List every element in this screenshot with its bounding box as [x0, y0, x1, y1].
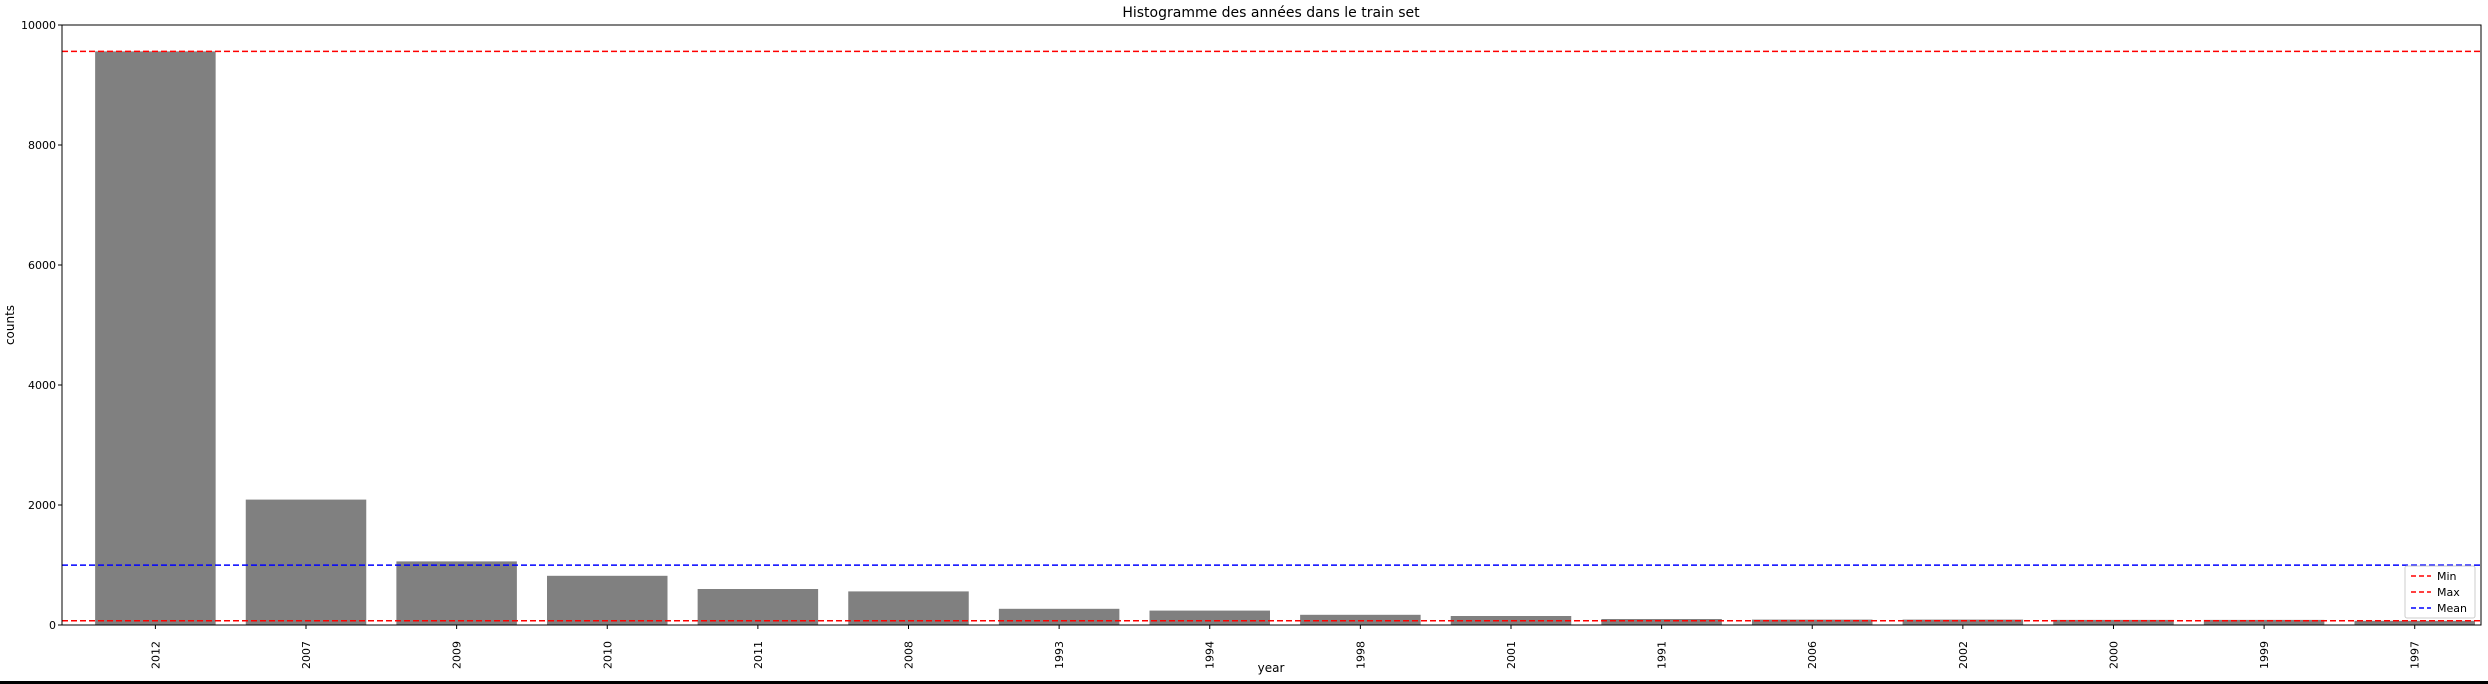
bar-2007 — [245, 499, 367, 625]
x-tick-label-2000: 2000 — [2107, 641, 2120, 669]
x-tick-label-2006: 2006 — [1806, 641, 1819, 669]
x-tick-label-1994: 1994 — [1204, 641, 1217, 669]
x-tick-label-1993: 1993 — [1053, 641, 1066, 669]
bar-1997 — [2354, 620, 2475, 625]
x-axis-label: year — [1258, 661, 1285, 675]
y-tick-label-4000: 4000 — [28, 379, 56, 392]
bar-2001 — [1450, 616, 1572, 625]
bar-1993 — [998, 608, 1120, 625]
plot-frame — [61, 24, 2482, 626]
y-axis-label: counts — [3, 305, 17, 345]
x-tick-label-2007: 2007 — [300, 641, 313, 669]
bar-2006 — [1751, 619, 1873, 625]
x-tick-label-2009: 2009 — [451, 641, 464, 669]
legend-label-min: Min — [2437, 570, 2457, 583]
bar-2008 — [848, 591, 969, 625]
x-tick-label-2002: 2002 — [1957, 641, 1970, 669]
y-tick-label-2000: 2000 — [28, 499, 56, 512]
bar-2009 — [396, 561, 517, 625]
x-tick-label-2010: 2010 — [601, 641, 614, 669]
legend: Min Max Mean — [2404, 565, 2476, 619]
legend-box — [2404, 565, 2476, 619]
y-tick-label-0: 0 — [49, 619, 56, 632]
bar-2012 — [95, 51, 216, 625]
bar-1994 — [1149, 610, 1270, 625]
legend-label-max: Max — [2437, 586, 2460, 599]
x-tick-label-2001: 2001 — [1505, 641, 1518, 669]
bar-2002 — [1902, 619, 2024, 625]
chart-title: Histogramme des années dans le train set — [1122, 5, 1420, 21]
bar-2000 — [2053, 619, 2174, 625]
bar-1991 — [1601, 619, 1722, 625]
y-tick-label-6000: 6000 — [28, 259, 56, 272]
x-tick-label-2012: 2012 — [149, 641, 162, 669]
x-tick-label-1997: 1997 — [2409, 641, 2422, 669]
bar-2011 — [697, 589, 819, 625]
x-tick-label-1991: 1991 — [1656, 641, 1669, 669]
bottom-rule — [0, 681, 2488, 684]
bar-1999 — [2203, 619, 2325, 625]
legend-label-mean: Mean — [2437, 602, 2467, 615]
x-tick-label-1998: 1998 — [1354, 641, 1367, 669]
bar-1998 — [1300, 614, 1421, 625]
x-tick-label-2011: 2011 — [752, 641, 765, 669]
x-tick-label-1999: 1999 — [2258, 641, 2271, 669]
bar-2010 — [547, 575, 668, 625]
y-tick-label-10000: 10000 — [21, 19, 56, 32]
y-tick-label-8000: 8000 — [28, 139, 56, 152]
x-tick-label-2008: 2008 — [902, 641, 915, 669]
